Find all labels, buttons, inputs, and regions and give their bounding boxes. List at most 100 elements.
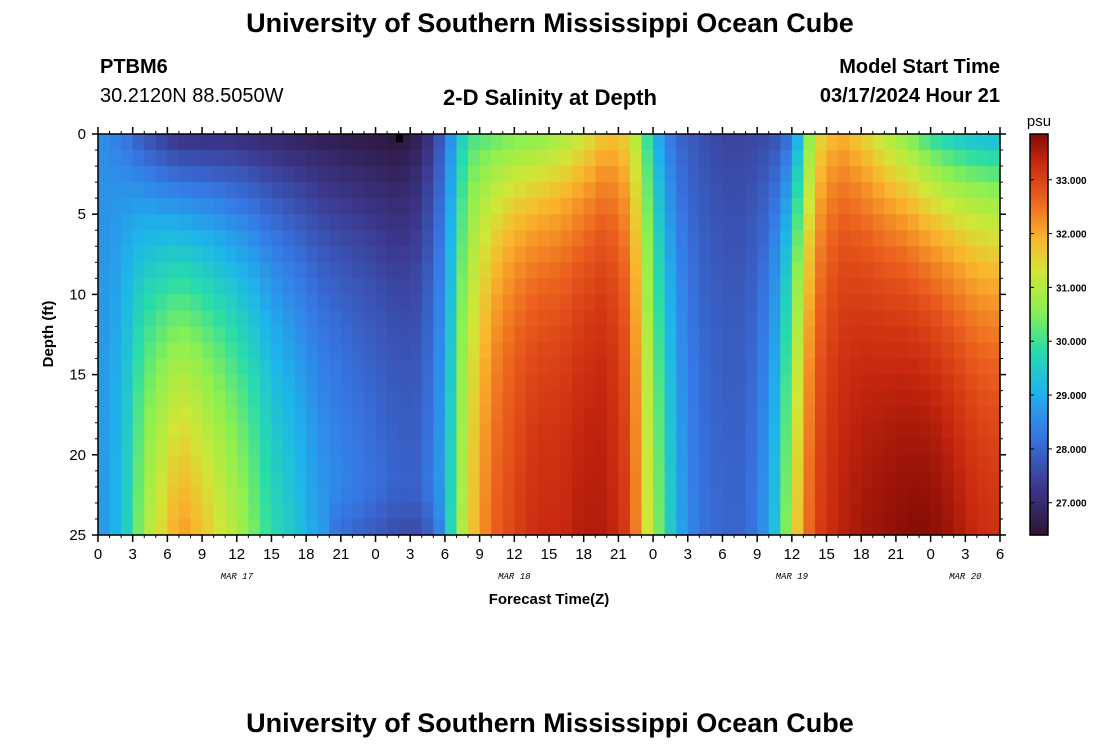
colorbar-segment [1030, 514, 1048, 519]
heatmap-cell [826, 342, 839, 360]
heatmap-cell [861, 326, 874, 344]
heatmap-cell [387, 326, 400, 344]
heatmap-cell [791, 326, 805, 344]
heatmap-cell [953, 150, 966, 167]
colorbar-segment [1030, 524, 1048, 529]
heatmap-cell [988, 486, 1001, 504]
heatmap-cell [641, 518, 654, 536]
heatmap-cell [572, 358, 585, 376]
heatmap-cell [167, 230, 180, 247]
heatmap-cell [109, 518, 122, 536]
heatmap-cell [259, 374, 273, 392]
heatmap-cell [178, 406, 192, 424]
heatmap-cell [537, 262, 550, 279]
heatmap-cell [884, 358, 897, 376]
heatmap-cell [387, 518, 400, 536]
heatmap-cell [144, 326, 157, 344]
heatmap-cell [363, 390, 377, 408]
heatmap-cell [653, 246, 666, 263]
model-start-label: Model Start Time [839, 56, 1000, 78]
heatmap-cell [988, 422, 1001, 440]
colorbar-segment [1030, 217, 1048, 222]
heatmap-cell [814, 310, 828, 328]
colorbar-segment [1030, 207, 1048, 212]
heatmap-cell [213, 198, 226, 215]
heatmap-cell [757, 262, 770, 279]
heatmap-cell [109, 294, 122, 312]
heatmap-cell [942, 198, 955, 215]
heatmap-cell [618, 214, 631, 231]
heatmap-cell [976, 310, 990, 328]
heatmap-cell [768, 406, 781, 424]
heatmap-cell [849, 166, 862, 183]
heatmap-cell [213, 166, 226, 183]
heatmap-cell [734, 342, 747, 360]
heatmap-cell [306, 310, 319, 328]
heatmap-cell [479, 278, 492, 295]
heatmap-cell [283, 294, 296, 312]
heatmap-cell [803, 262, 816, 279]
heatmap-cell [317, 326, 330, 344]
heatmap-cell [444, 358, 458, 376]
heatmap-cell [942, 166, 955, 183]
heatmap-cell [433, 438, 446, 456]
heatmap-cell [283, 390, 296, 408]
heatmap-cell [375, 214, 388, 231]
heatmap-cell [121, 166, 134, 183]
heatmap-cell [583, 358, 596, 376]
heatmap-cell [884, 166, 897, 183]
heatmap-cell [976, 278, 990, 295]
heatmap-cell [895, 182, 909, 199]
heatmap-cell [942, 294, 955, 312]
heatmap-cell [965, 278, 978, 295]
heatmap-cell [363, 262, 377, 279]
heatmap-cell [838, 182, 851, 199]
heatmap-cell [653, 230, 666, 247]
heatmap-cell [213, 486, 226, 504]
heatmap-cell [988, 454, 1001, 472]
heatmap-cell [907, 342, 920, 360]
heatmap-cell [629, 182, 643, 199]
heatmap-cell [294, 182, 307, 199]
heatmap-cell [780, 182, 793, 199]
heatmap-cell [583, 342, 596, 360]
heatmap-cell [433, 502, 446, 520]
heatmap-cell [236, 262, 249, 279]
heatmap-cell [791, 438, 805, 456]
heatmap-cell [976, 438, 990, 456]
heatmap-cell [560, 198, 573, 215]
heatmap-cell [190, 246, 203, 263]
heatmap-cell [410, 262, 423, 279]
heatmap-cell [791, 182, 805, 199]
heatmap-cell [722, 278, 735, 295]
heatmap-cell [375, 342, 388, 360]
heatmap-cell [826, 198, 839, 215]
heatmap-cell [606, 358, 619, 376]
heatmap-cell [363, 422, 377, 440]
heatmap-cell [271, 246, 284, 263]
heatmap-cell [340, 486, 354, 504]
heatmap-cell [699, 150, 712, 167]
model-start-time: 03/17/2024 Hour 21 [819, 85, 1000, 107]
colorbar-segment [1030, 240, 1048, 245]
heatmap-cell [965, 262, 978, 279]
heatmap-cell [653, 166, 666, 183]
heatmap-cell [167, 134, 180, 151]
heatmap-cell [525, 358, 539, 376]
heatmap-cell [572, 182, 585, 199]
heatmap-cell [259, 390, 273, 408]
heatmap-cell [213, 278, 226, 295]
heatmap-cell [710, 486, 724, 504]
heatmap-cell [329, 214, 342, 231]
heatmap-cell [236, 518, 249, 536]
heatmap-cell [479, 422, 492, 440]
heatmap-cell [722, 214, 735, 231]
heatmap-cell [722, 326, 735, 344]
colorbar-segment [1030, 424, 1048, 429]
heatmap-cell [387, 150, 400, 167]
heatmap-cell [144, 358, 157, 376]
heatmap-cell [375, 502, 388, 520]
heatmap-cell [907, 486, 920, 504]
heatmap-cell [294, 310, 307, 328]
heatmap-cell [178, 470, 192, 488]
